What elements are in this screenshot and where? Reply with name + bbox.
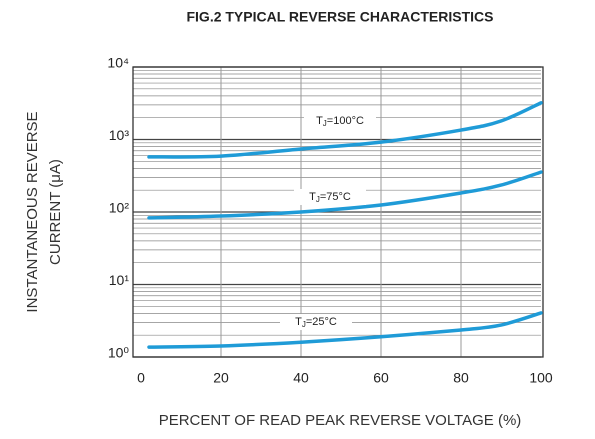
y-axis-label: INSTANTANEOUS REVERSE xyxy=(24,111,41,312)
x-tick-label: 0 xyxy=(137,370,145,386)
label-sub: J xyxy=(316,195,320,204)
y-tick-label: 10² xyxy=(109,200,130,216)
annotation-box xyxy=(304,113,376,129)
label-rest: =25°C xyxy=(306,316,337,328)
series-label: TJ=25°C xyxy=(295,316,337,329)
label-sub: J xyxy=(323,119,327,128)
chart-title: FIG.2 TYPICAL REVERSE CHARACTERISTICS xyxy=(186,9,493,25)
series-label: TJ=100°C xyxy=(316,115,364,128)
y-tick-label: 10⁰ xyxy=(108,345,130,361)
x-tick-label: 100 xyxy=(529,370,553,386)
series-line xyxy=(147,170,543,220)
series-line xyxy=(147,311,543,349)
label-rest: =75°C xyxy=(320,191,351,203)
y-tick-label: 10³ xyxy=(109,127,130,143)
x-tick-label: 20 xyxy=(213,370,229,386)
y-tick-label: 10⁴ xyxy=(107,55,129,71)
annotation-box xyxy=(280,314,352,330)
y-tick-label: 10¹ xyxy=(109,272,130,288)
label-sub: J xyxy=(302,320,306,329)
label-main: T xyxy=(295,316,302,328)
label-main: T xyxy=(309,191,316,203)
label-rest: =100°C xyxy=(327,115,364,127)
x-tick-label: 80 xyxy=(453,370,469,386)
plot-frame xyxy=(132,66,544,358)
y-axis-label: CURRENT (μA) xyxy=(47,159,64,265)
x-tick-label: 40 xyxy=(293,370,309,386)
x-tick-label: 60 xyxy=(373,370,389,386)
label-main: T xyxy=(316,115,323,127)
series-label: TJ=75°C xyxy=(309,191,351,204)
series-line xyxy=(147,101,543,159)
x-axis-label: PERCENT OF READ PEAK REVERSE VOLTAGE (%) xyxy=(159,412,522,429)
annotation-box xyxy=(294,189,366,205)
